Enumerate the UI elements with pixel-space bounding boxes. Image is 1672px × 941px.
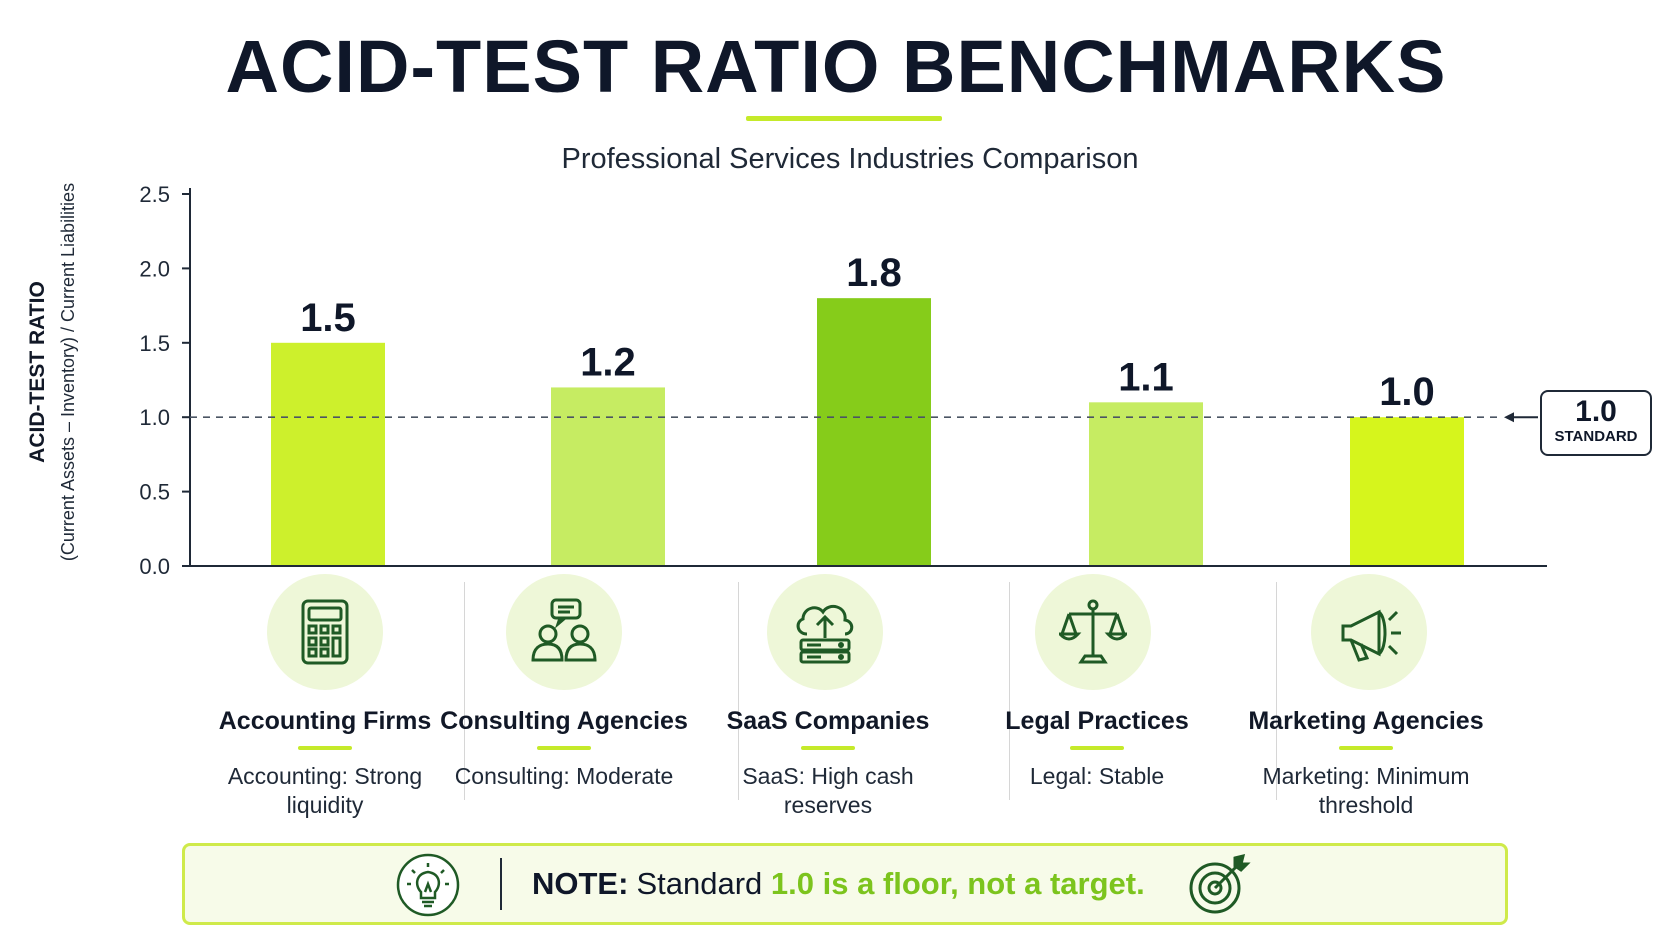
note-text: NOTE: Standard 1.0 is a floor, not a targ…: [532, 864, 1145, 904]
icon-circle: [1311, 574, 1427, 690]
value-label-marketing-agencies: 1.0: [1379, 370, 1435, 414]
category-description: Marketing: Minimum threshold: [1262, 763, 1470, 818]
cloud-server-icon: [796, 604, 854, 664]
category-description: Accounting: Strong liquidity: [227, 763, 423, 818]
y-tick-label: 2.5: [139, 182, 170, 207]
bars: [271, 298, 1464, 566]
bar-chart: 0.0 0.5 1.0 1.5 2.0 2.5 1.5 1.2 1.8 1.1 1.0: [139, 182, 1547, 579]
value-label-consulting-agencies: 1.2: [580, 340, 636, 384]
card-divider: [738, 582, 739, 800]
bar-consulting-agencies: [551, 387, 665, 566]
consulting-people-icon: [531, 598, 597, 662]
title-underline: [746, 116, 942, 121]
category-underline: [537, 746, 591, 750]
value-label-legal-practices: 1.1: [1118, 355, 1174, 399]
y-tick-label: 2.0: [139, 256, 170, 281]
category-name: Accounting Firms: [218, 707, 432, 735]
icon-circle: [767, 574, 883, 690]
card-divider: [464, 582, 465, 800]
value-label-saas-companies: 1.8: [846, 251, 902, 295]
category-card-accounting: Accounting Firms Accounting: Strong liqu…: [195, 572, 455, 828]
note-label: NOTE:: [532, 866, 629, 901]
megaphone-icon: [1341, 609, 1401, 662]
category-underline: [1070, 746, 1124, 750]
category-description: Legal: Stable: [1029, 763, 1165, 789]
bar-legal-practices: [1089, 402, 1203, 566]
y-ticks: 0.0 0.5 1.0 1.5 2.0 2.5: [139, 182, 190, 579]
standard-text: STANDARD: [1554, 428, 1638, 445]
bar-saas-companies: [817, 298, 931, 566]
card-divider: [1009, 582, 1010, 800]
category-name: SaaS Companies: [726, 707, 930, 735]
chart-subtitle: Professional Services Industries Compari…: [561, 143, 1139, 175]
standard-callout: 1.0 STANDARD: [1540, 390, 1652, 456]
note-plain-text: Standard: [636, 866, 763, 901]
icon-circle: [506, 574, 622, 690]
category-underline: [1339, 746, 1393, 750]
scales-icon: [1059, 599, 1127, 664]
value-labels: 1.5 1.2 1.8 1.1 1.0: [300, 251, 1435, 414]
value-label-accounting-firms: 1.5: [300, 296, 356, 340]
icon-circle: [1035, 574, 1151, 690]
chart-title: ACID-TEST RATIO BENCHMARKS: [225, 25, 1447, 108]
y-tick-label: 0.0: [139, 554, 170, 579]
bar-accounting-firms: [271, 342, 385, 566]
y-tick-label: 1.5: [139, 331, 170, 356]
category-card-consulting: Consulting Agencies Consulting: Moderate: [434, 572, 694, 828]
category-description: SaaS: High cash reserves: [742, 763, 914, 818]
note-box: NOTE: Standard 1.0 is a floor, not a targ…: [182, 843, 1508, 925]
category-underline: [801, 746, 855, 750]
icon-circle: [267, 574, 383, 690]
y-tick-label: 0.5: [139, 480, 170, 505]
category-name: Marketing Agencies: [1248, 707, 1484, 735]
card-divider: [1276, 582, 1277, 800]
calculator-icon: [301, 599, 349, 665]
category-name: Legal Practices: [1005, 707, 1189, 735]
y-tick-label: 1.0: [139, 405, 170, 430]
bar-marketing-agencies: [1350, 417, 1464, 566]
category-card-legal: Legal Practices Legal: Stable: [967, 572, 1227, 828]
note-separator: [500, 858, 502, 910]
category-card-marketing: Marketing Agencies Marketing: Minimum th…: [1236, 572, 1496, 828]
standard-arrow-icon: [1504, 412, 1514, 423]
standard-value: 1.0: [1575, 395, 1617, 428]
target-icon: [1189, 853, 1251, 914]
category-name: Consulting Agencies: [440, 707, 688, 735]
category-card-saas: SaaS Companies SaaS: High cash reserves: [678, 572, 938, 828]
category-description: Consulting: Moderate: [454, 763, 674, 789]
note-highlight-text: 1.0 is a floor, not a target.: [770, 866, 1145, 901]
lightbulb-icon: [396, 853, 460, 917]
category-cards: Accounting Firms Accounting: Strong liqu…: [195, 572, 1547, 828]
category-underline: [298, 746, 352, 750]
